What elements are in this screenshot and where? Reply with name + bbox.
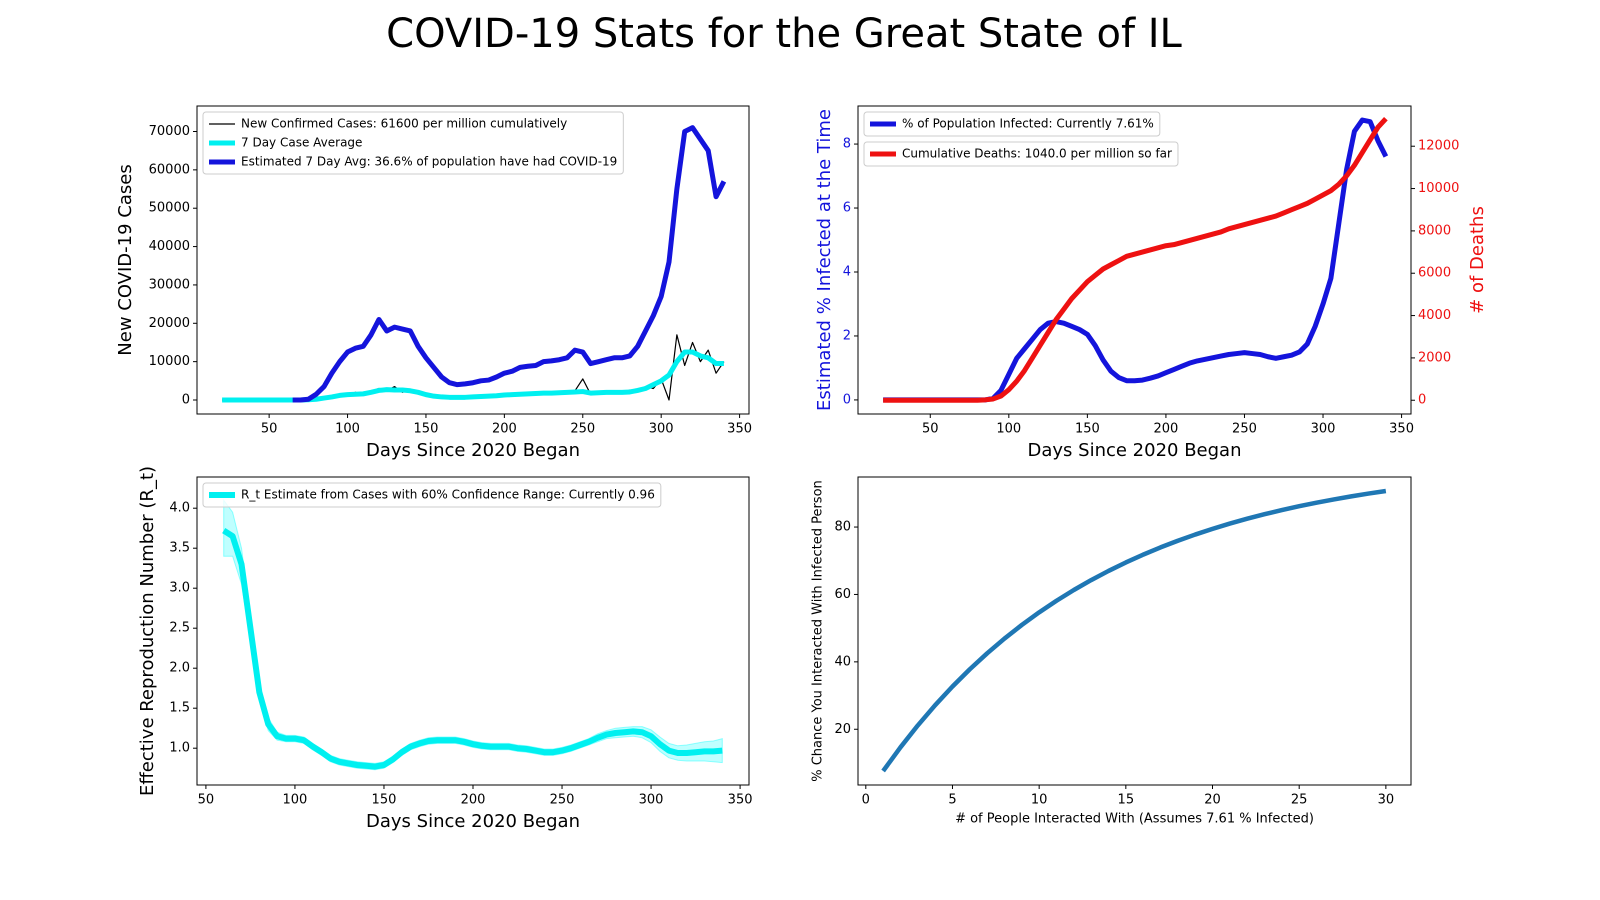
- y-tick-label: 20000: [149, 316, 190, 331]
- y-tick-label: 50000: [149, 201, 190, 216]
- y-tick-label: 0: [182, 393, 190, 408]
- y-tick-label: 1.0: [169, 741, 190, 756]
- page-title: COVID-19 Stats for the Great State of IL: [386, 11, 1182, 57]
- x-tick-label: 10: [1031, 793, 1048, 808]
- legend-box: [202, 482, 662, 508]
- legend-label: Cumulative Deaths: 1040.0 per million so…: [902, 147, 1172, 161]
- x-tick-label: 300: [639, 793, 664, 808]
- y2-tick-label: 4000: [1418, 308, 1451, 323]
- series-line: [881, 488, 1387, 773]
- x-tick-label: 350: [1389, 422, 1414, 437]
- y-tick-label: 30000: [149, 277, 190, 292]
- x-tick-label: 350: [727, 422, 752, 437]
- y-tick-label: 60: [834, 587, 851, 602]
- x-tick-label: 250: [570, 422, 595, 437]
- x-tick-label: 250: [1232, 422, 1257, 437]
- y2-tick-label: 6000: [1418, 266, 1451, 281]
- x-tick-label: 15: [1118, 793, 1135, 808]
- series-line: [222, 349, 724, 403]
- y2-tick-label: 8000: [1418, 223, 1451, 238]
- y-tick-label: 60000: [149, 162, 190, 177]
- x-tick-label: 250: [550, 793, 575, 808]
- x-tick-label: 300: [649, 422, 674, 437]
- x-axis-label: # of People Interacted With (Assumes 7.6…: [955, 812, 1314, 827]
- legend-label: % of Population Infected: Currently 7.61…: [902, 117, 1154, 131]
- y-axis-label: New COVID-19 Cases: [115, 164, 136, 355]
- series-line: [292, 125, 727, 403]
- series-line: [222, 528, 723, 770]
- y-tick-label: 2: [843, 328, 851, 343]
- axes-frame: [196, 476, 750, 786]
- x-tick-label: 100: [996, 422, 1021, 437]
- y2-tick-label: 2000: [1418, 350, 1451, 365]
- y-tick-label: 40: [834, 654, 851, 669]
- x-tick-label: 50: [198, 793, 215, 808]
- x-tick-label: 20: [1204, 793, 1221, 808]
- legend-label: New Confirmed Cases: 61600 per million c…: [241, 117, 567, 131]
- y-tick-label: 70000: [149, 124, 190, 139]
- x-axis-label: Days Since 2020 Began: [366, 811, 580, 832]
- y2-tick-label: 12000: [1418, 139, 1459, 154]
- x-axis-label: Days Since 2020 Began: [1028, 440, 1242, 461]
- confidence-band: [223, 498, 723, 771]
- x-tick-label: 150: [372, 793, 397, 808]
- x-tick-label: 5: [948, 793, 956, 808]
- y2-axis-label: # of Deaths: [1467, 206, 1488, 314]
- x-tick-label: 200: [461, 793, 486, 808]
- y-tick-label: 2.5: [169, 621, 190, 636]
- x-tick-label: 30: [1378, 793, 1395, 808]
- axes-frame: [196, 105, 750, 415]
- x-tick-label: 25: [1291, 793, 1308, 808]
- y2-tick-label: 0: [1418, 393, 1426, 408]
- x-tick-label: 0: [862, 793, 870, 808]
- x-tick-label: 350: [728, 793, 753, 808]
- y-axis-label: Estimated % Infected at the Time: [814, 109, 835, 411]
- x-tick-label: 150: [1075, 422, 1100, 437]
- legend-box: [202, 111, 624, 175]
- x-tick-label: 200: [1154, 422, 1179, 437]
- y-tick-label: 80: [834, 520, 851, 535]
- x-tick-label: 300: [1311, 422, 1336, 437]
- series-line: [222, 334, 725, 401]
- axes-frame: [857, 476, 1412, 786]
- series-line: [883, 117, 1388, 403]
- y-tick-label: 0: [843, 392, 851, 407]
- y-axis-label: % Chance You Interacted With Infected Pe…: [811, 480, 826, 782]
- x-tick-label: 50: [261, 422, 278, 437]
- x-tick-label: 100: [283, 793, 308, 808]
- y-tick-label: 3.0: [169, 581, 190, 596]
- x-tick-label: 200: [492, 422, 517, 437]
- legend-box: [863, 141, 1179, 167]
- y-tick-label: 10000: [149, 354, 190, 369]
- legend-label: R_t Estimate from Cases with 60% Confide…: [241, 488, 655, 502]
- y-tick-label: 20: [834, 722, 851, 737]
- y-tick-label: 6: [843, 201, 851, 216]
- y2-tick-label: 10000: [1418, 181, 1459, 196]
- y-tick-label: 4: [843, 264, 851, 279]
- x-axis-label: Days Since 2020 Began: [366, 440, 580, 461]
- axes-frame: [857, 105, 1412, 415]
- y-tick-label: 4.0: [169, 501, 190, 516]
- legend-box: [863, 111, 1161, 137]
- y-axis-label: Effective Reproduction Number (R_t): [137, 466, 158, 796]
- y-tick-label: 40000: [149, 239, 190, 254]
- y-tick-label: 3.5: [169, 541, 190, 556]
- x-tick-label: 150: [414, 422, 439, 437]
- y-tick-label: 8: [843, 137, 851, 152]
- legend-label: 7 Day Case Average: [241, 136, 362, 150]
- y-tick-label: 1.5: [169, 701, 190, 716]
- x-tick-label: 50: [922, 422, 939, 437]
- x-tick-label: 100: [335, 422, 360, 437]
- legend-label: Estimated 7 Day Avg: 36.6% of population…: [241, 155, 617, 169]
- y-tick-label: 2.0: [169, 661, 190, 676]
